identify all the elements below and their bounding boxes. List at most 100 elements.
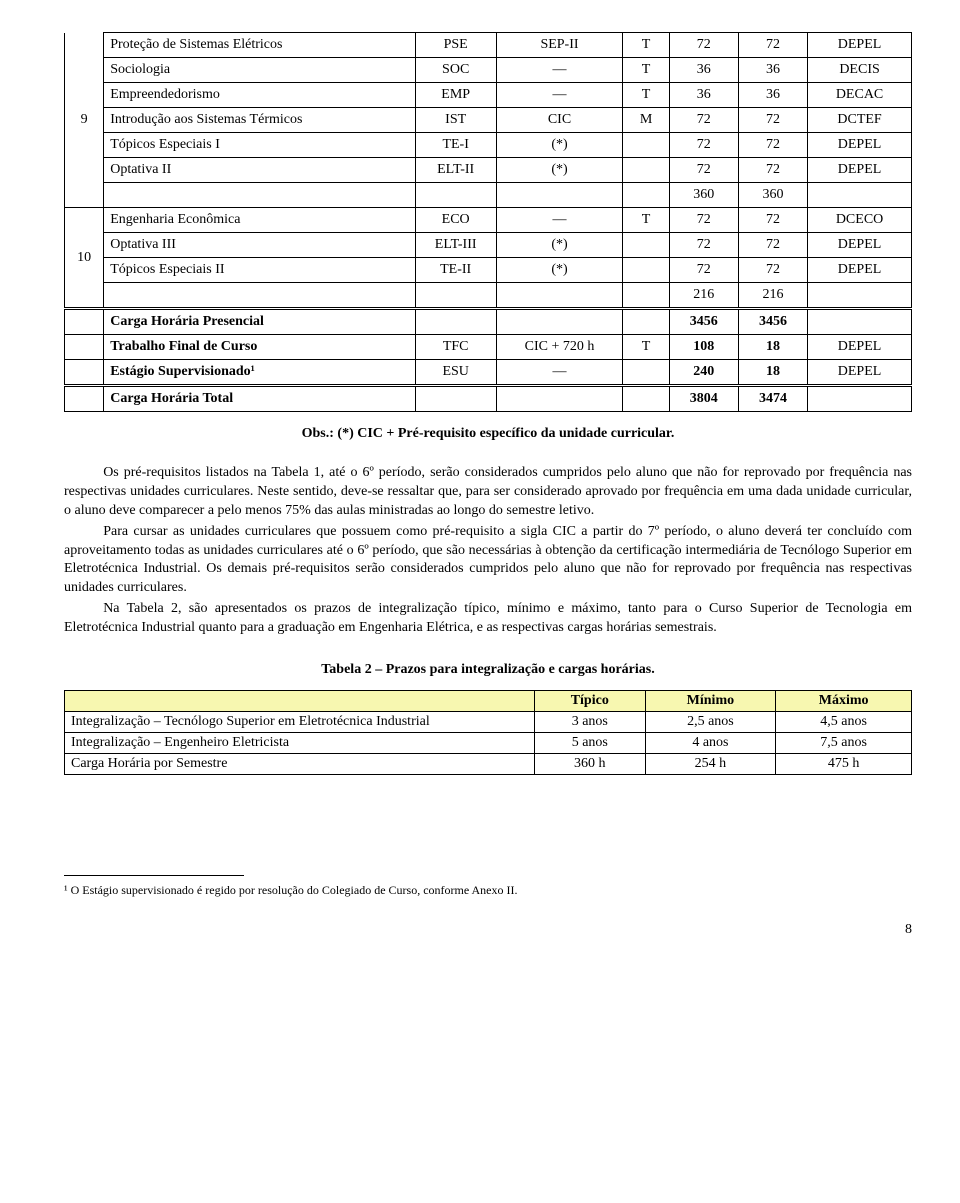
empty-cell: [496, 283, 623, 309]
uc-dept: DECAC: [808, 83, 912, 108]
uc-h2: 72: [738, 158, 807, 183]
uc-h2: 72: [738, 258, 807, 283]
uc-h2: 72: [738, 233, 807, 258]
uc-h1: 36: [669, 83, 738, 108]
empty-cell: [104, 283, 416, 309]
uc-code: ECO: [415, 208, 496, 233]
t2-value: 360 h: [535, 754, 646, 775]
uc-code: ELT-II: [415, 158, 496, 183]
t2-value: 5 anos: [535, 733, 646, 754]
row-prereq: CIC + 720 h: [496, 335, 623, 360]
t2-label: Integralização – Tecnólogo Superior em E…: [65, 712, 535, 733]
uc-name: Engenharia Econômica: [104, 208, 416, 233]
row-code: TFC: [415, 335, 496, 360]
row-prereq: —: [496, 360, 623, 386]
uc-type: M: [623, 108, 669, 133]
uc-name: Empreendedorismo: [104, 83, 416, 108]
empty-cell: [65, 335, 104, 360]
uc-h1: 72: [669, 108, 738, 133]
uc-code: SOC: [415, 58, 496, 83]
empty-cell: [623, 283, 669, 309]
uc-name: Sociologia: [104, 58, 416, 83]
page-number: 8: [64, 922, 912, 938]
empty-cell: [65, 386, 104, 412]
empty-cell: [496, 386, 623, 412]
row-label: Carga Horária Presencial: [104, 309, 416, 335]
uc-type: [623, 233, 669, 258]
empty-cell: [496, 309, 623, 335]
uc-h1: 72: [669, 208, 738, 233]
row-h1: 108: [669, 335, 738, 360]
empty-cell: [415, 309, 496, 335]
t2-header: Mínimo: [645, 691, 776, 712]
paragraph: Os pré-requisitos listados na Tabela 1, …: [64, 464, 912, 521]
uc-type: [623, 133, 669, 158]
uc-type: T: [623, 208, 669, 233]
uc-prereq: (*): [496, 158, 623, 183]
empty-cell: [65, 309, 104, 335]
row-h2: 3474: [738, 386, 807, 412]
uc-type: T: [623, 58, 669, 83]
row-code: ESU: [415, 360, 496, 386]
uc-prereq: —: [496, 83, 623, 108]
row-h2: 3456: [738, 309, 807, 335]
period-10: 10: [65, 208, 104, 309]
uc-name: Tópicos Especiais I: [104, 133, 416, 158]
subtotal-h2: 216: [738, 283, 807, 309]
t2-value: 475 h: [776, 754, 912, 775]
uc-code: ELT-III: [415, 233, 496, 258]
uc-h1: 72: [669, 233, 738, 258]
empty-cell: [415, 386, 496, 412]
uc-dept: DEPEL: [808, 258, 912, 283]
deadlines-table: Típico Mínimo Máximo Integralização – Te…: [64, 690, 912, 775]
uc-prereq: (*): [496, 258, 623, 283]
empty-cell: [496, 183, 623, 208]
uc-type: T: [623, 33, 669, 58]
uc-dept: DEPEL: [808, 233, 912, 258]
uc-type: [623, 158, 669, 183]
row-label: Trabalho Final de Curso: [104, 335, 416, 360]
row-label: Estágio Supervisionado¹: [104, 360, 416, 386]
uc-h2: 36: [738, 58, 807, 83]
obs-note: Obs.: (*) CIC + Pré-requisito específico…: [64, 426, 912, 442]
t2-header: Típico: [535, 691, 646, 712]
uc-dept: DECIS: [808, 58, 912, 83]
uc-dept: DCTEF: [808, 108, 912, 133]
curriculum-table: 9 Proteção de Sistemas Elétricos PSE SEP…: [64, 32, 912, 412]
row-dept: DEPEL: [808, 335, 912, 360]
uc-prereq: CIC: [496, 108, 623, 133]
uc-h2: 72: [738, 208, 807, 233]
uc-name: Optativa III: [104, 233, 416, 258]
uc-name: Optativa II: [104, 158, 416, 183]
empty-cell: [415, 283, 496, 309]
uc-h2: 72: [738, 133, 807, 158]
uc-h1: 72: [669, 258, 738, 283]
t2-header: Máximo: [776, 691, 912, 712]
subtotal-h1: 360: [669, 183, 738, 208]
uc-h1: 72: [669, 158, 738, 183]
t2-value: 2,5 anos: [645, 712, 776, 733]
uc-prereq: SEP-II: [496, 33, 623, 58]
footnote: ¹ O Estágio supervisionado é regido por …: [64, 883, 912, 898]
uc-h1: 72: [669, 133, 738, 158]
period-9: 9: [65, 33, 104, 208]
uc-code: IST: [415, 108, 496, 133]
paragraph: Na Tabela 2, são apresentados os prazos …: [64, 600, 912, 638]
table2-caption: Tabela 2 – Prazos para integralização e …: [64, 662, 912, 678]
t2-label: Carga Horária por Semestre: [65, 754, 535, 775]
row-h2: 18: [738, 360, 807, 386]
uc-name: Proteção de Sistemas Elétricos: [104, 33, 416, 58]
empty-cell: [623, 386, 669, 412]
row-type: [623, 360, 669, 386]
uc-h1: 36: [669, 58, 738, 83]
row-h2: 18: [738, 335, 807, 360]
empty-cell: [65, 360, 104, 386]
empty-cell: [623, 309, 669, 335]
uc-prereq: (*): [496, 133, 623, 158]
uc-name: Tópicos Especiais II: [104, 258, 416, 283]
t2-value: 4,5 anos: [776, 712, 912, 733]
empty-cell: [623, 183, 669, 208]
uc-h2: 72: [738, 33, 807, 58]
uc-type: [623, 258, 669, 283]
uc-prereq: —: [496, 58, 623, 83]
